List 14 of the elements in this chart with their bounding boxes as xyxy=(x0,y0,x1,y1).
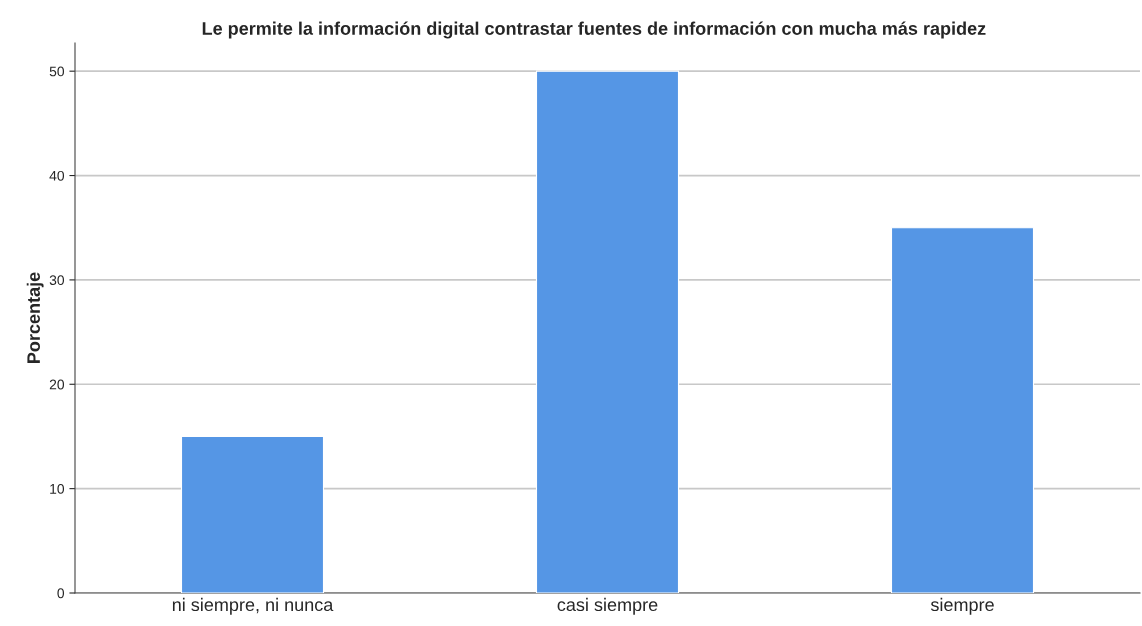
chart-title: Le permite la información digital contrastar fuentes de información con mucha más rapidez xyxy=(202,21,986,39)
bar xyxy=(890,227,1035,593)
y-tick-label: 40 xyxy=(49,170,65,181)
y-tick-label: 30 xyxy=(49,275,65,286)
bar xyxy=(180,435,325,593)
x-tick-label: ni siempre, ni nunca xyxy=(172,597,334,615)
x-tick-label: siempre xyxy=(930,597,994,615)
x-tick-label: casi siempre xyxy=(557,597,658,615)
y-axis-title: Porcentaje xyxy=(26,272,44,363)
y-tick-label: 0 xyxy=(57,588,65,599)
y-tick-label: 20 xyxy=(49,379,65,390)
bar xyxy=(535,70,680,593)
y-tick-label: 50 xyxy=(49,66,65,77)
y-tick-label: 10 xyxy=(50,483,65,494)
